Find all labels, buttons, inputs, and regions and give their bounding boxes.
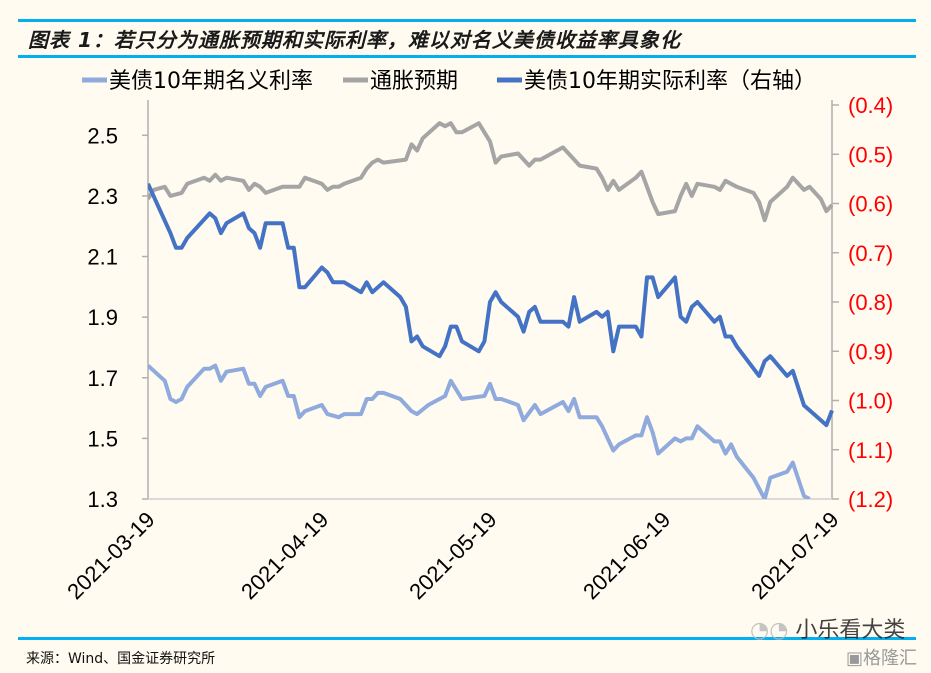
left-tick-label: 1.3 bbox=[87, 487, 118, 512]
x-tick-label: 2021-05-19 bbox=[404, 507, 501, 604]
footer-rule bbox=[18, 637, 916, 640]
left-tick-label: 1.7 bbox=[87, 366, 118, 391]
title-top-rule bbox=[18, 19, 916, 22]
right-tick-label: (1.0) bbox=[848, 389, 893, 414]
x-tick-label: 2021-06-19 bbox=[578, 507, 675, 604]
x-tick-label: 2021-07-19 bbox=[746, 507, 843, 604]
left-tick-label: 2.3 bbox=[87, 184, 118, 209]
chart-title: 图表 1：若只分为通胀预期和实际利率，难以对名义美债收益率具象化 bbox=[28, 28, 681, 52]
series-line-1 bbox=[148, 121, 834, 223]
right-tick-label: (0.4) bbox=[848, 93, 893, 118]
watermark-logo-text: 格隆汇 bbox=[863, 648, 918, 669]
left-tick-label: 1.9 bbox=[87, 305, 118, 330]
right-tick-label: (0.7) bbox=[848, 241, 893, 266]
title-bottom-rule bbox=[18, 55, 916, 58]
right-tick-label: (1.1) bbox=[848, 438, 893, 463]
right-tick-label: (1.2) bbox=[848, 487, 893, 512]
right-tick-label: (0.9) bbox=[848, 339, 893, 364]
legend-label-0: 美债10年期名义利率 bbox=[109, 69, 313, 94]
right-tick-label: (0.5) bbox=[848, 142, 893, 167]
x-tick-label: 2021-03-19 bbox=[62, 507, 159, 604]
x-tick-label: 2021-04-19 bbox=[236, 507, 333, 604]
series-line-2 bbox=[148, 182, 834, 428]
right-tick-label: (0.6) bbox=[848, 192, 893, 217]
legend-label-1: 通胀预期 bbox=[370, 69, 458, 94]
watermark-logo: ▣格隆汇 bbox=[846, 644, 917, 670]
left-tick-label: 1.5 bbox=[87, 426, 118, 451]
left-tick-label: 2.5 bbox=[87, 123, 118, 148]
source-note: 来源：Wind、国金证券研究所 bbox=[26, 651, 216, 667]
right-tick-label: (0.8) bbox=[848, 290, 893, 315]
watermark-text: 小乐看大类 bbox=[795, 618, 906, 643]
legend-label-2: 美债10年期实际利率（右轴） bbox=[524, 69, 816, 94]
logo-icon: ▣ bbox=[846, 648, 864, 669]
left-tick-label: 2.1 bbox=[87, 245, 118, 270]
series-line-0 bbox=[148, 363, 811, 499]
watermark: ◔◔ 小乐看大类 bbox=[750, 612, 905, 644]
wechat-icon: ◔◔ bbox=[750, 618, 796, 643]
